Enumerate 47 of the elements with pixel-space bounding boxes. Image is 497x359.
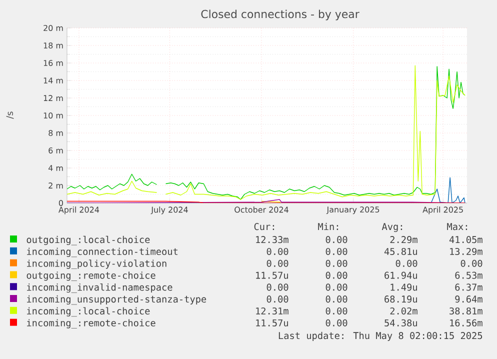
text: 2.02m bbox=[390, 307, 418, 315]
text: 16.56m bbox=[450, 319, 482, 326]
text: Min: bbox=[318, 222, 338, 230]
text: Avg: bbox=[382, 223, 402, 232]
legend-label: incoming_:remote-choice bbox=[27, 319, 156, 329]
legend-label: incoming_:local-choice bbox=[27, 307, 150, 317]
text: 45.81u bbox=[384, 248, 417, 256]
text: 11.57u bbox=[256, 272, 288, 279]
text: 54.38u bbox=[384, 319, 417, 326]
text: 0.00 bbox=[266, 248, 288, 256]
text: 0.00 bbox=[326, 319, 348, 326]
text: 38.81m bbox=[450, 307, 482, 315]
text: 0.00 bbox=[326, 236, 348, 244]
text: 0.00 bbox=[326, 307, 348, 315]
legend-label: incoming_invalid-namespace bbox=[27, 283, 172, 293]
legend-label: incoming_unsupported-stanza-type bbox=[27, 295, 206, 305]
legend-label: incoming_connection-timeout bbox=[27, 248, 178, 258]
text: 6.37m bbox=[455, 284, 482, 291]
text: 13.29m bbox=[450, 248, 482, 256]
legend-label: outgoing_:local-choice bbox=[26, 236, 150, 246]
text: Cur: bbox=[254, 223, 274, 230]
legend-label: outgoing_:remote-choice bbox=[26, 272, 156, 281]
text: 0.00 bbox=[326, 260, 348, 267]
text: 41.05m bbox=[449, 236, 482, 244]
text: 0.00 bbox=[460, 260, 482, 267]
text: 0.00 bbox=[326, 284, 348, 291]
text: 0.00 bbox=[326, 272, 348, 279]
text: 11.57u bbox=[256, 319, 288, 326]
text: 0.00 bbox=[266, 296, 288, 303]
text: 0.00 bbox=[266, 260, 288, 267]
text: 6.53m bbox=[455, 272, 482, 279]
y-axis-title: /s bbox=[6, 112, 14, 119]
text: 2.29m bbox=[390, 236, 418, 244]
chart-title: Closed connections - by year bbox=[201, 10, 360, 20]
text: Max: bbox=[447, 223, 468, 230]
legend-label: incoming_policy-violation bbox=[27, 260, 166, 270]
text: 61.94u bbox=[384, 272, 417, 279]
text: Last update: Thu May 8 02:00:15 2025 bbox=[278, 332, 482, 341]
text: 0.00 bbox=[396, 260, 418, 267]
text: 9.64m bbox=[455, 296, 482, 303]
text: 0.00 bbox=[266, 284, 288, 291]
text: 0.00 bbox=[326, 296, 348, 303]
text: 12.33m bbox=[256, 236, 288, 244]
text: 12.31m bbox=[256, 307, 288, 315]
text: 68.19u bbox=[384, 296, 417, 303]
text: 0.00 bbox=[326, 248, 348, 256]
text: 1.49u bbox=[390, 284, 417, 291]
